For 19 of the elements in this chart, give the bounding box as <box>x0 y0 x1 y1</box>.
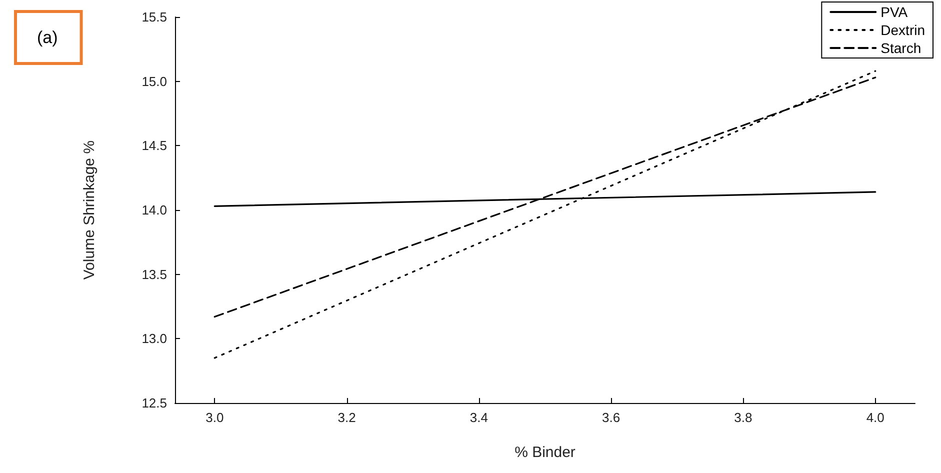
y-tick-label: 12.5 <box>142 396 167 410</box>
y-tick-label: 15.0 <box>142 74 167 89</box>
y-axis-title: Volume Shrinkage % <box>81 140 98 280</box>
x-tick-label: 3.2 <box>338 410 356 425</box>
text: (a) <box>37 28 58 47</box>
y-tick-label: 13.5 <box>142 266 167 282</box>
x-tick-label: 3.0 <box>206 410 224 425</box>
x-tick-label: 3.6 <box>602 410 620 425</box>
legend-label: Dextrin <box>880 22 926 38</box>
y-tick-label: 14.5 <box>142 138 167 154</box>
x-tick-label: 3.8 <box>734 410 752 425</box>
y-tick-label: 15.5 <box>142 10 167 24</box>
y-tick-label: 13.0 <box>142 331 167 346</box>
legend-label: PVA <box>880 4 908 20</box>
x-tick-label: 4.0 <box>866 410 884 425</box>
x-axis-title: % Binder <box>514 444 576 461</box>
y-tick-label: 14.0 <box>142 202 167 218</box>
legend-label: Starch <box>880 40 922 56</box>
x-tick-label: 3.4 <box>470 410 488 425</box>
